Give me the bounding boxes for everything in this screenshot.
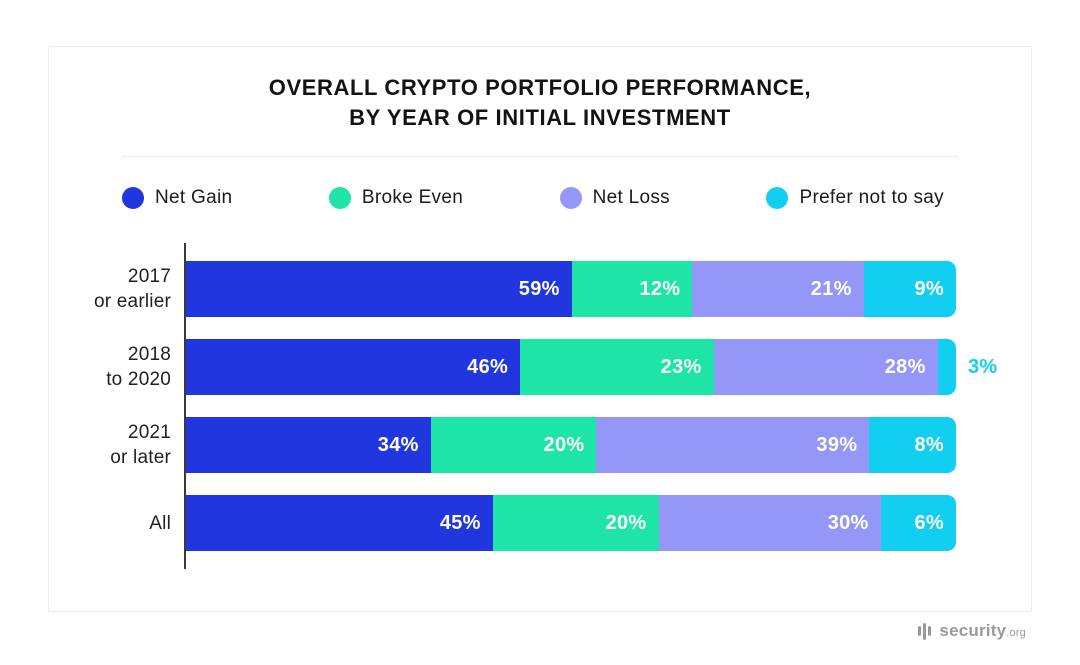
segment-value-label: 39%	[816, 433, 858, 456]
segment-value-label: 20%	[543, 433, 585, 456]
brand-suffix: .org	[1006, 627, 1026, 639]
segment-value-label: 12%	[639, 277, 681, 300]
legend-label: Net Gain	[155, 187, 233, 208]
bar-segment-broke-even: 20%	[492, 495, 659, 551]
bar-segment-net-gain: 46%	[186, 339, 521, 395]
bar-segment-net-gain: 34%	[186, 417, 431, 473]
bar-segment-net-loss: 21%	[692, 261, 864, 317]
legend-item-net-loss: Net Loss	[559, 187, 670, 209]
stacked-bar: 34% 20% 39% 8%	[186, 417, 956, 473]
segment-value-label: 8%	[914, 433, 944, 456]
title-divider	[122, 156, 958, 157]
legend: Net Gain Broke Even Net Loss Prefer not to …	[49, 187, 1031, 209]
bar-segment-broke-even: 23%	[520, 339, 714, 395]
row-label: All	[149, 512, 171, 534]
legend-item-net-gain: Net Gain	[122, 187, 232, 209]
bar-segment-broke-even: 12%	[571, 261, 693, 317]
stacked-bar: 59% 12% 21% 9%	[186, 261, 957, 317]
segment-value-label-outside: 3%	[968, 355, 998, 378]
legend-swatch-icon	[328, 187, 351, 209]
row-label: 2017 or earlier	[94, 266, 171, 312]
chart-row-2021-or-later: 2021 or later 34% 20% 39% 8%	[49, 417, 1031, 473]
stacked-bar-chart: 2017 or earlier 59% 12% 21% 9% 2018 to 2020 46% 2…	[49, 243, 1031, 569]
stacked-bar: 45% 20% 30% 6%	[186, 495, 956, 551]
legend-item-prefer-not-to-say: Prefer not to say	[766, 187, 944, 209]
segment-value-label: 23%	[660, 355, 702, 378]
bar-segment-net-loss: 39%	[596, 417, 870, 473]
legend-item-broke-even: Broke Even	[328, 187, 464, 209]
bar-segment-net-gain: 45%	[186, 495, 493, 551]
bar-segment-net-loss: 30%	[658, 495, 881, 551]
bar-segment-prefer-not-to-say	[937, 339, 956, 395]
segment-value-label: 21%	[810, 277, 852, 300]
segment-value-label: 6%	[914, 511, 944, 534]
bar-segment-net-loss: 28%	[713, 339, 938, 395]
legend-swatch-icon	[766, 187, 789, 209]
bar-segment-prefer-not-to-say: 9%	[863, 261, 957, 317]
legend-swatch-icon	[122, 187, 144, 209]
segment-value-label: 20%	[605, 511, 647, 534]
segment-value-label: 9%	[914, 277, 945, 300]
chart-title-line2: BY YEAR OF INITIAL INVESTMENT	[349, 105, 731, 130]
y-axis-line	[184, 243, 186, 569]
segment-value-label: 28%	[884, 355, 926, 378]
legend-label: Net Loss	[592, 187, 670, 208]
segment-value-label: 45%	[439, 511, 481, 534]
segment-value-label: 59%	[518, 277, 560, 300]
brand-name: security	[939, 621, 1007, 640]
chart-title: OVERALL CRYPTO PORTFOLIO PERFORMANCE, BY…	[49, 73, 1031, 133]
bar-segment-prefer-not-to-say: 8%	[869, 417, 956, 473]
bar-segment-prefer-not-to-say: 6%	[880, 495, 956, 551]
bar-segment-net-gain: 59%	[186, 261, 572, 317]
chart-row-2018-to-2020: 2018 to 2020 46% 23% 28% 3%	[49, 339, 1031, 395]
segment-value-label: 46%	[467, 355, 509, 378]
legend-label: Broke Even	[361, 187, 464, 208]
row-label: 2018 to 2020	[106, 344, 171, 390]
legend-swatch-icon	[559, 187, 582, 209]
chart-row-all: All 45% 20% 30% 6%	[49, 495, 1031, 551]
row-label: 2021 or later	[110, 422, 171, 468]
brand-text: security.org	[939, 621, 1026, 641]
stacked-bar: 46% 23% 28%	[186, 339, 956, 395]
chart-title-line1: OVERALL CRYPTO PORTFOLIO PERFORMANCE,	[268, 75, 812, 100]
legend-label: Prefer not to say	[799, 187, 944, 208]
bar-segment-broke-even: 20%	[430, 417, 597, 473]
chart-row-2017-or-earlier: 2017 or earlier 59% 12% 21% 9%	[49, 261, 1031, 317]
security-org-logo: security.org	[918, 621, 1026, 641]
segment-value-label: 34%	[377, 433, 419, 456]
equalizer-bars-icon	[918, 622, 933, 640]
segment-value-label: 30%	[827, 511, 869, 534]
chart-card: OVERALL CRYPTO PORTFOLIO PERFORMANCE, BY…	[48, 46, 1032, 612]
